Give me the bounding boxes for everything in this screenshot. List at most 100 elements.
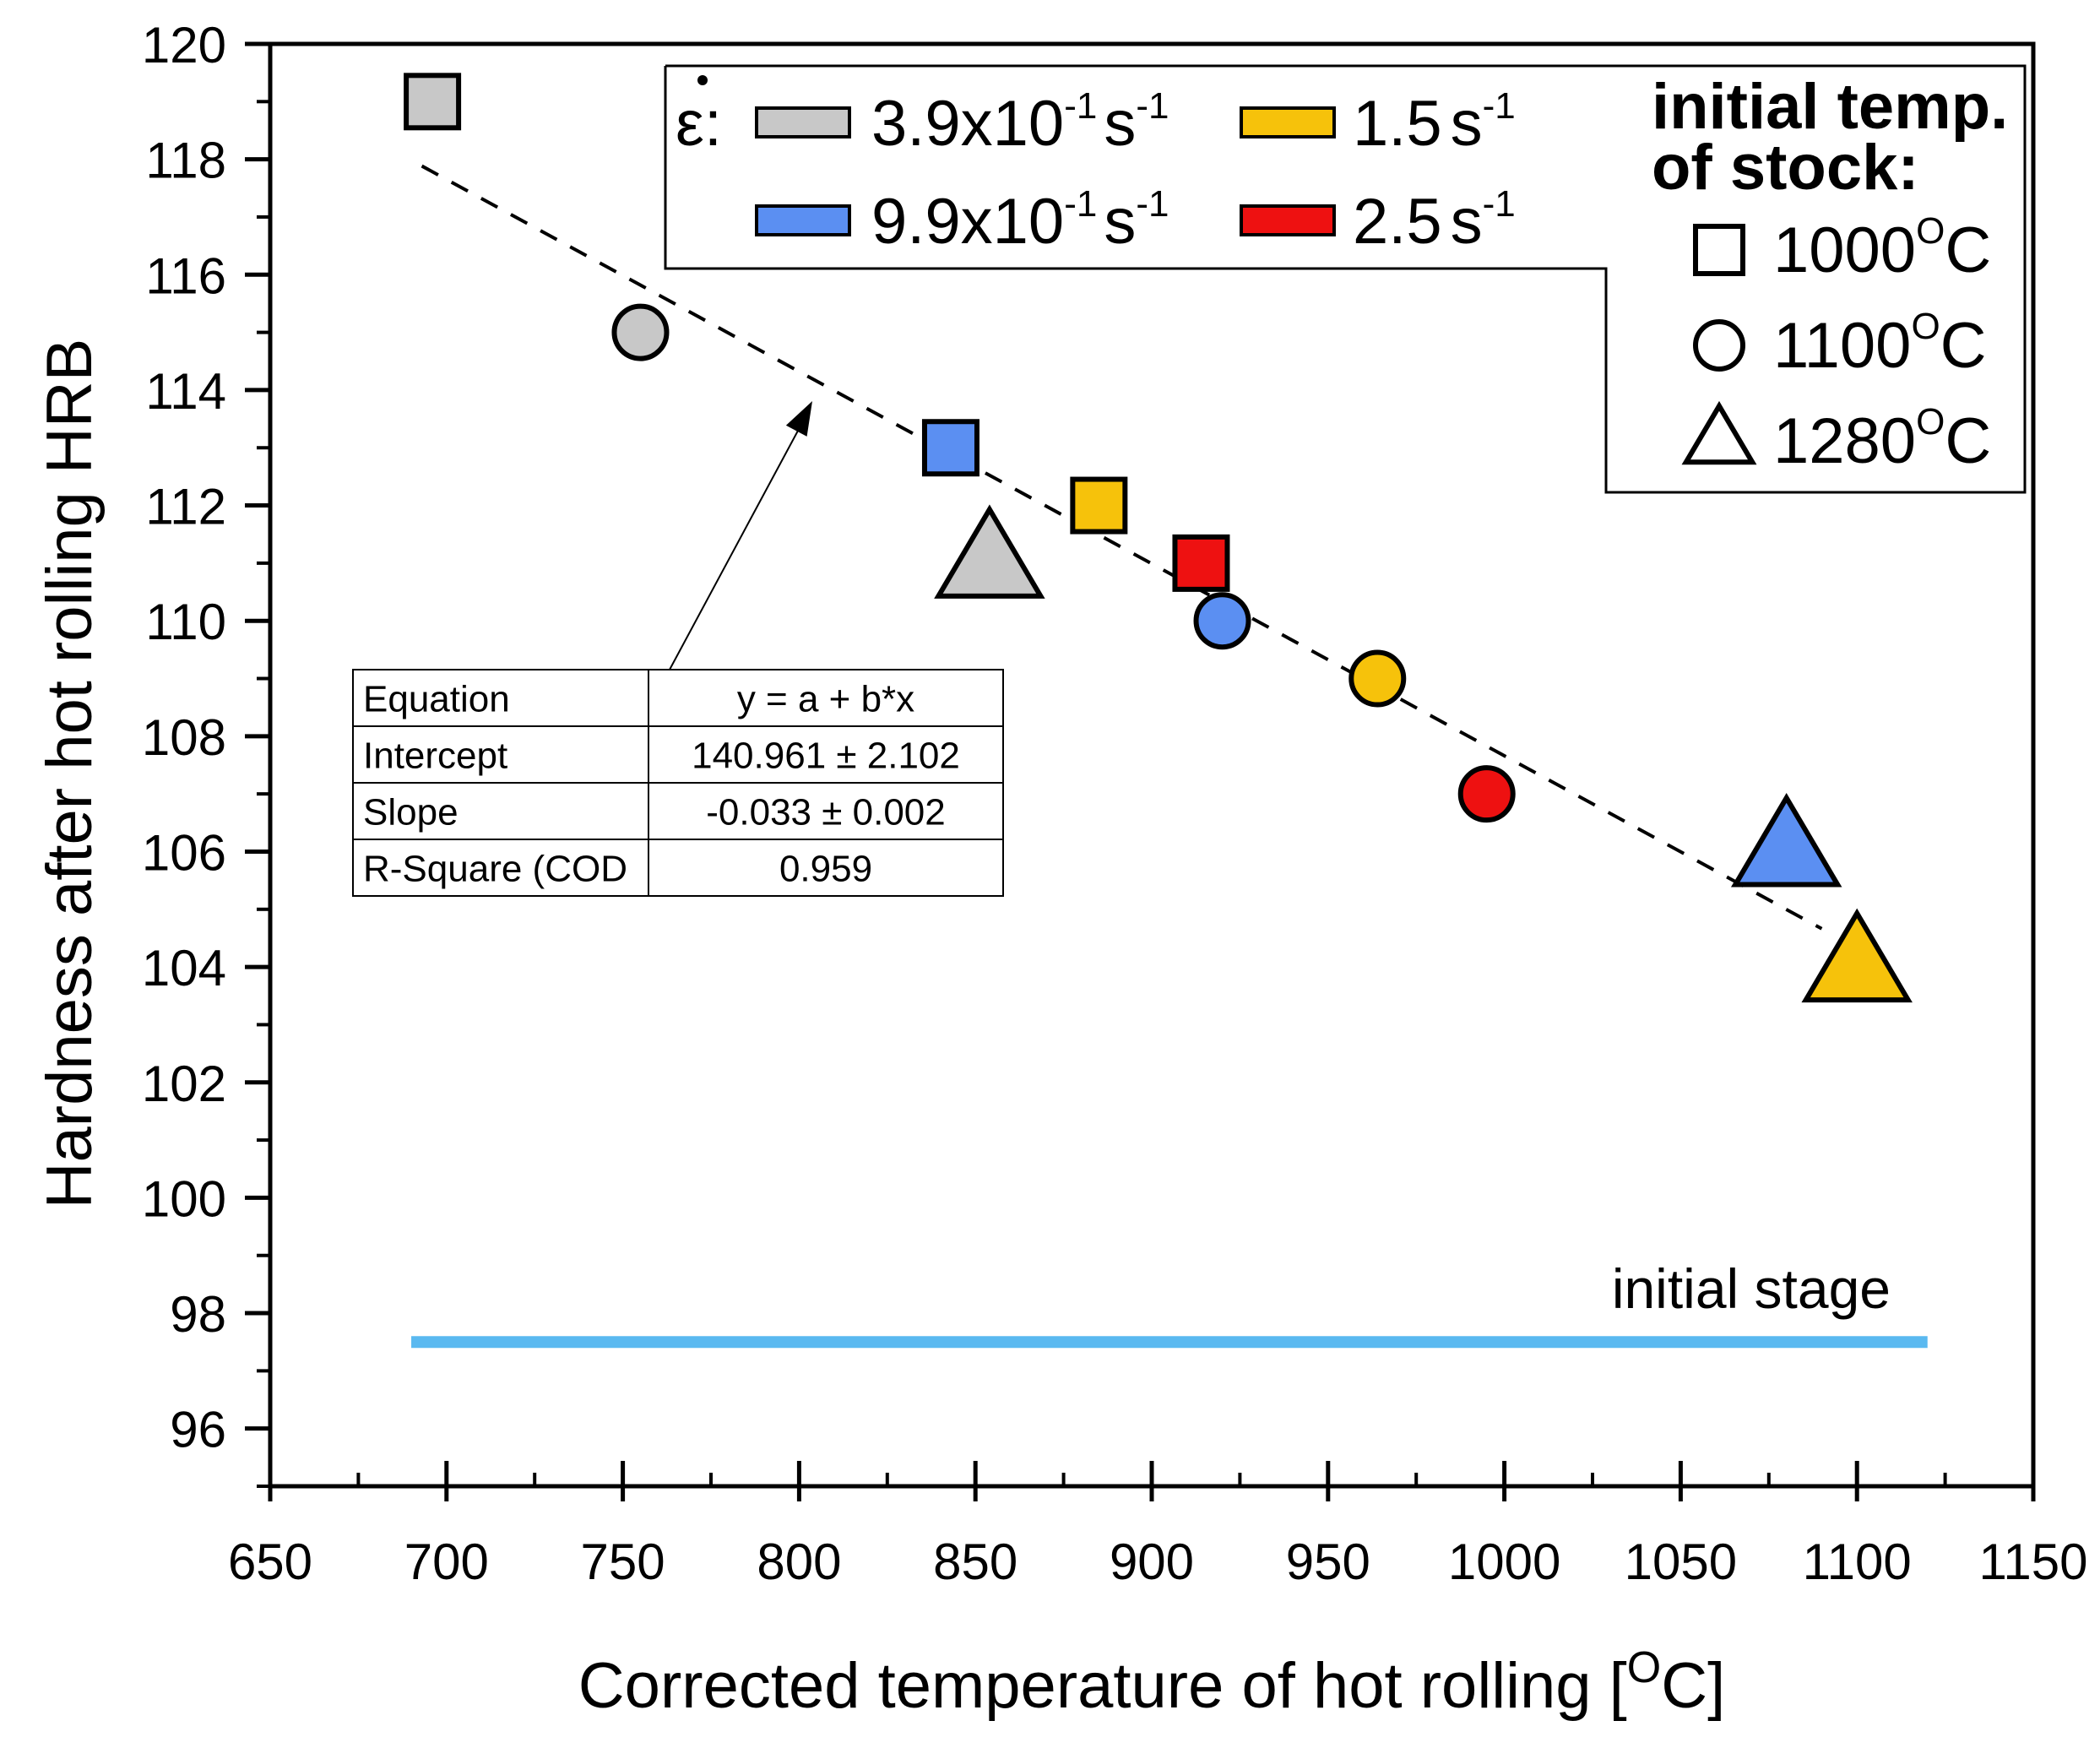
y-tick-label: 116	[145, 247, 226, 304]
x-tick-label: 950	[1286, 1534, 1370, 1590]
x-tick-label: 650	[228, 1534, 312, 1590]
fit-table-label: Intercept	[363, 736, 507, 777]
y-axis-title: Hardness after hot rolling HRB	[34, 339, 106, 1209]
y-tick-label: 110	[145, 594, 226, 650]
data-markers	[404, 73, 1913, 1003]
marker-legend-superscript: O	[1911, 306, 1940, 347]
fit-table-label: Slope	[363, 792, 459, 833]
fit-table-value: -0.033 ± 0.002	[706, 792, 945, 833]
legend-swatch	[1240, 106, 1336, 138]
marker-legend-triangle-icon	[1681, 400, 1757, 465]
x-tick-label: 800	[757, 1534, 841, 1590]
legend-entry-unit-exponent: -1	[1483, 85, 1516, 127]
legend-swatch	[755, 106, 851, 138]
data-point-square	[921, 419, 979, 477]
y-tick-label: 96	[170, 1402, 226, 1458]
marker-legend-unit: C	[1945, 214, 1991, 286]
legend-entry-unit: s	[1451, 88, 1483, 160]
data-point-circle	[611, 303, 670, 361]
marker-legend-label: 1280OC	[1773, 401, 1991, 477]
x-tick-label: 750	[581, 1534, 665, 1590]
strain-rate-legend: ε: 3.9x10-1 s-19.9x10-1 s-11.5 s-12.5 s-1	[676, 75, 1516, 258]
legend-entry-mantissa: 1.5	[1353, 88, 1442, 160]
fit-table-label: Equation	[363, 679, 510, 720]
x-axis-title-superscript: O	[1627, 1643, 1661, 1692]
data-point-square	[1070, 476, 1128, 535]
legend-entry-unit: s	[1104, 186, 1136, 258]
y-tick-label: 120	[142, 17, 226, 73]
legend-entry-exponent: -1	[1064, 85, 1097, 127]
x-tick-label: 1100	[1803, 1534, 1912, 1590]
y-tick-label: 112	[145, 479, 226, 535]
marker-legend-superscript: O	[1916, 401, 1945, 442]
marker-legend: initial temp. of stock: 1000OC1100OC1280…	[1652, 71, 2008, 477]
y-tick-label: 98	[170, 1286, 226, 1343]
x-tick-label: 850	[933, 1534, 1017, 1590]
data-point-triangle	[1730, 792, 1842, 888]
marker-legend-label: 1000OC	[1773, 210, 1991, 286]
x-tick-label: 700	[404, 1534, 489, 1590]
strain-rate-dot	[697, 75, 708, 85]
legend-entry-unit-exponent: -1	[1483, 183, 1516, 225]
marker-legend-value: 1000	[1773, 214, 1916, 286]
strain-rate-symbol: ε:	[676, 88, 722, 160]
legend-entry-unit-exponent: -1	[1136, 183, 1169, 225]
legend-entry-label: 9.9x10-1 s-1	[871, 183, 1169, 258]
y-tick-label: 102	[142, 1056, 226, 1112]
marker-legend-title-line2: of stock:	[1652, 132, 1919, 204]
x-axis-title: Corrected temperature of hot rolling [OC…	[578, 1643, 1725, 1722]
y-axis-ticks: 96 98 100 102 104 106 108 110 112 114 116 118 120	[142, 17, 270, 1488]
y-tick-label: 104	[142, 940, 226, 996]
y-tick-label: 106	[142, 824, 226, 881]
legend-entry-unit: s	[1104, 88, 1136, 160]
y-tick-label: 108	[142, 709, 226, 766]
fit-table-value: 0.959	[779, 849, 872, 890]
data-point-circle	[1193, 592, 1251, 650]
marker-legend-circle-icon	[1693, 319, 1745, 372]
fit-table-label: R-Square (COD	[363, 849, 627, 890]
y-tick-label: 114	[145, 363, 226, 420]
legend-entry-mantissa: 2.5	[1353, 186, 1442, 258]
data-point-triangle	[1801, 908, 1913, 1003]
x-axis-title-unit: C]	[1661, 1650, 1725, 1722]
legend-entry-unit-exponent: -1	[1136, 85, 1169, 127]
fit-table-value: 140.961 ± 2.102	[692, 736, 960, 777]
legend-entry-mantissa: 3.9x10	[871, 88, 1064, 160]
legend-entry-label: 3.9x10-1 s-1	[871, 85, 1169, 160]
x-tick-label: 1050	[1625, 1534, 1737, 1590]
x-axis-title-text: Corrected temperature of hot rolling [	[578, 1650, 1627, 1722]
fit-statistics-table: Equation y = a + b*x Intercept 140.961 ± 2.…	[352, 669, 1004, 897]
legend-entry-label: 2.5 s-1	[1353, 183, 1516, 258]
marker-legend-square-icon	[1693, 224, 1745, 276]
legend-entry-label: 1.5 s-1	[1353, 85, 1516, 160]
marker-legend-label: 1100OC	[1773, 306, 1987, 382]
y-tick-label: 100	[142, 1170, 226, 1227]
linear-fit-line	[421, 164, 1823, 931]
marker-legend-value: 1280	[1773, 405, 1916, 477]
y-tick-label: 118	[145, 133, 226, 189]
legend-entry-mantissa: 9.9x10	[871, 186, 1064, 258]
data-point-circle	[1457, 765, 1516, 823]
fit-annotation-arrowhead	[785, 401, 812, 437]
marker-legend-unit: C	[1945, 405, 1991, 477]
data-point-square	[1172, 534, 1230, 592]
x-tick-label: 1150	[1978, 1534, 2087, 1590]
x-tick-label: 900	[1110, 1534, 1194, 1590]
fit-annotation-arrow	[669, 419, 805, 670]
legend-swatch	[1240, 204, 1336, 236]
legend-swatch	[755, 204, 851, 236]
data-point-triangle	[934, 504, 1045, 599]
fit-table-value: y = a + b*x	[737, 679, 914, 720]
x-axis-ticks: 650 700 750 800 850 900 950 1000 1050 1100 1150	[228, 1461, 2088, 1590]
data-point-circle	[1348, 649, 1407, 708]
x-tick-label: 1000	[1448, 1534, 1560, 1590]
marker-legend-superscript: O	[1916, 210, 1945, 252]
legend-entry-exponent: -1	[1064, 183, 1097, 225]
marker-legend-title-line1: initial temp.	[1652, 71, 2008, 143]
data-point-square	[404, 73, 462, 131]
initial-stage-label: initial stage	[1612, 1257, 1891, 1320]
legend-frame	[664, 64, 2027, 494]
legend-entry-unit: s	[1451, 186, 1483, 258]
marker-legend-unit: C	[1940, 310, 1987, 382]
